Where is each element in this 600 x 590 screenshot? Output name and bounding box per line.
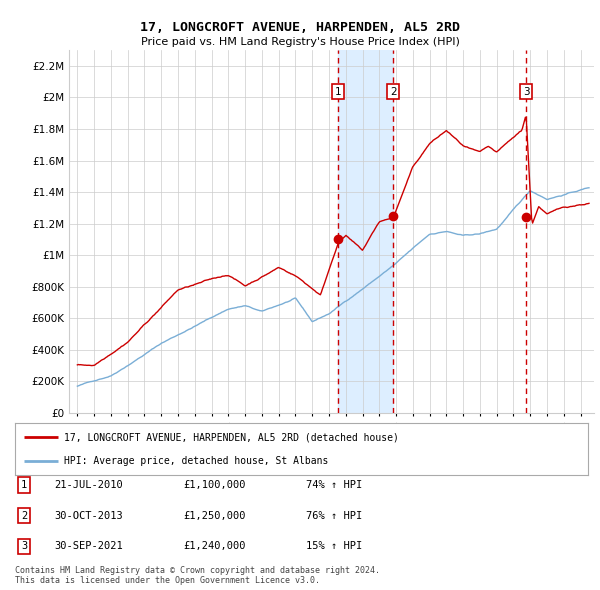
Text: 21-JUL-2010: 21-JUL-2010: [54, 480, 123, 490]
Text: 3: 3: [21, 542, 27, 551]
Text: 30-OCT-2013: 30-OCT-2013: [54, 511, 123, 520]
Text: 76% ↑ HPI: 76% ↑ HPI: [306, 511, 362, 520]
Text: 17, LONGCROFT AVENUE, HARPENDEN, AL5 2RD: 17, LONGCROFT AVENUE, HARPENDEN, AL5 2RD: [140, 21, 460, 34]
Text: £1,240,000: £1,240,000: [183, 542, 245, 551]
Text: 15% ↑ HPI: 15% ↑ HPI: [306, 542, 362, 551]
Text: 1: 1: [21, 480, 27, 490]
Text: Contains HM Land Registry data © Crown copyright and database right 2024.
This d: Contains HM Land Registry data © Crown c…: [15, 566, 380, 585]
Text: 2: 2: [21, 511, 27, 520]
Text: 2: 2: [390, 87, 397, 97]
Text: £1,100,000: £1,100,000: [183, 480, 245, 490]
Text: Price paid vs. HM Land Registry's House Price Index (HPI): Price paid vs. HM Land Registry's House …: [140, 37, 460, 47]
Bar: [338, 50, 393, 413]
Text: HPI: Average price, detached house, St Albans: HPI: Average price, detached house, St A…: [64, 456, 328, 466]
Text: 1: 1: [335, 87, 341, 97]
Text: £1,250,000: £1,250,000: [183, 511, 245, 520]
Text: 17, LONGCROFT AVENUE, HARPENDEN, AL5 2RD (detached house): 17, LONGCROFT AVENUE, HARPENDEN, AL5 2RD…: [64, 432, 398, 442]
Text: 3: 3: [523, 87, 529, 97]
Text: 74% ↑ HPI: 74% ↑ HPI: [306, 480, 362, 490]
Text: 30-SEP-2021: 30-SEP-2021: [54, 542, 123, 551]
